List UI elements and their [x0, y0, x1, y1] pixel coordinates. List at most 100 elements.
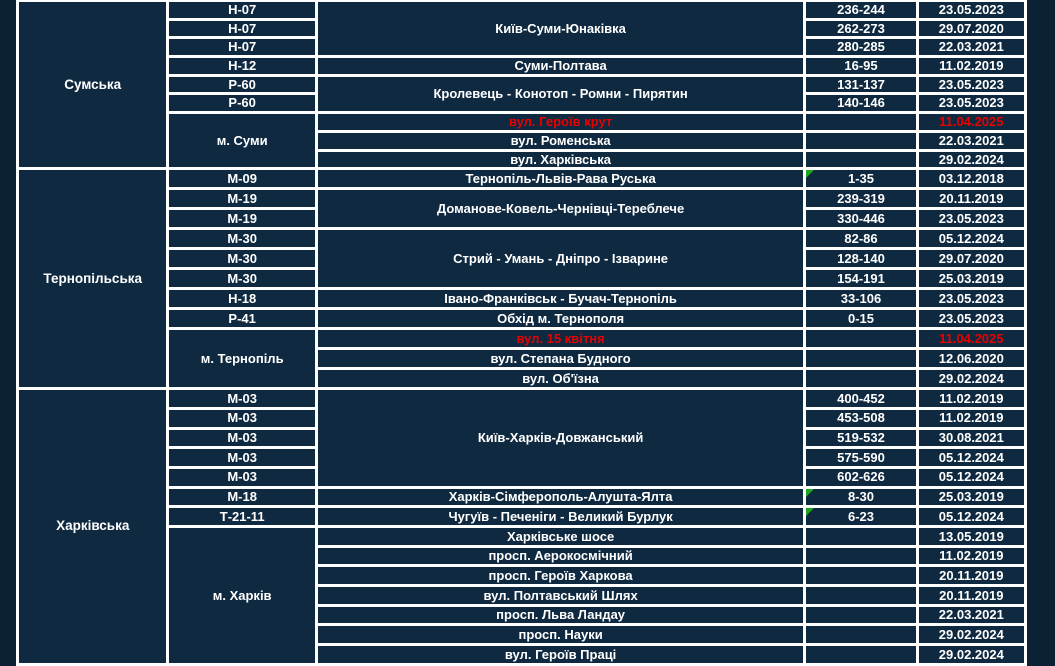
- cell-survey-date[interactable]: 11.04.2025: [915, 111, 1028, 133]
- cell-km-range[interactable]: 453-508: [803, 406, 919, 430]
- cell-survey-date[interactable]: 05.12.2024: [915, 227, 1028, 251]
- cell-road-code[interactable]: Н-12: [166, 55, 318, 77]
- cell-region[interactable]: Сумська: [15, 0, 170, 171]
- cell-road-name[interactable]: Суми-Полтава: [314, 55, 807, 77]
- cell-km-range[interactable]: 330-446: [803, 207, 919, 231]
- cell-road-name[interactable]: Івано-Франківськ - Бучач-Тернопіль: [314, 287, 807, 311]
- cell-road-name[interactable]: Тернопіль-Львів-Рава Руська: [314, 167, 807, 191]
- cell-km-range[interactable]: [803, 643, 919, 666]
- cell-survey-date[interactable]: 29.02.2024: [915, 623, 1028, 647]
- cell-road-name[interactable]: вул. Об'їзна: [314, 367, 807, 391]
- cell-km-range[interactable]: [803, 623, 919, 647]
- cell-survey-date[interactable]: 30.08.2021: [915, 426, 1028, 450]
- cell-road-name[interactable]: Доманове-Ковель-Чернівці-Тереблече: [314, 187, 807, 231]
- cell-km-range[interactable]: 154-191: [803, 267, 919, 291]
- cell-survey-date[interactable]: 22.03.2021: [915, 603, 1028, 627]
- cell-km-range[interactable]: [803, 367, 919, 391]
- cell-road-code[interactable]: М-03: [166, 446, 318, 469]
- cell-road-name[interactable]: вул. Харківська: [314, 148, 807, 171]
- cell-survey-date[interactable]: 05.12.2024: [915, 446, 1028, 469]
- cell-road-code[interactable]: М-19: [166, 187, 318, 211]
- cell-road-name[interactable]: Харківське шосе: [314, 525, 807, 548]
- cell-region[interactable]: Тернопільська: [15, 167, 170, 391]
- cell-road-name[interactable]: Харків-Сімферополь-Алушта-Ялта: [314, 485, 807, 509]
- cell-survey-date[interactable]: 29.07.2020: [915, 17, 1028, 40]
- cell-survey-date[interactable]: 20.11.2019: [915, 564, 1028, 588]
- cell-km-range[interactable]: 262-273: [803, 17, 919, 40]
- cell-road-name[interactable]: Київ-Харків-Довжанський: [314, 387, 807, 489]
- cell-survey-date[interactable]: 25.03.2019: [915, 485, 1028, 509]
- cell-road-code[interactable]: М-09: [166, 167, 318, 191]
- cell-km-range[interactable]: [803, 327, 919, 351]
- cell-road-name[interactable]: просп. Льва Ландау: [314, 603, 807, 627]
- cell-survey-date[interactable]: 11.04.2025: [915, 327, 1028, 351]
- cell-road-code[interactable]: Т-21-11: [166, 505, 318, 528]
- cell-survey-date[interactable]: 11.02.2019: [915, 55, 1028, 77]
- cell-survey-date[interactable]: 23.05.2023: [915, 73, 1028, 96]
- cell-km-range[interactable]: [803, 544, 919, 568]
- cell-survey-date[interactable]: 29.07.2020: [915, 247, 1028, 271]
- cell-road-name[interactable]: Київ-Суми-Юнаківка: [314, 0, 807, 59]
- cell-road-name[interactable]: просп. Аерокосмічний: [314, 544, 807, 568]
- cell-km-range[interactable]: 575-590: [803, 446, 919, 469]
- cell-road-name[interactable]: вул. Степана Будного: [314, 347, 807, 371]
- cell-road-code[interactable]: М-03: [166, 387, 318, 410]
- cell-survey-date[interactable]: 05.12.2024: [915, 505, 1028, 528]
- cell-survey-date[interactable]: 20.11.2019: [915, 584, 1028, 607]
- cell-road-name[interactable]: вул. 15 квітня: [314, 327, 807, 351]
- cell-survey-date[interactable]: 23.05.2023: [915, 207, 1028, 231]
- cell-road-name[interactable]: вул. Героїв Праці: [314, 643, 807, 666]
- cell-survey-date[interactable]: 12.06.2020: [915, 347, 1028, 371]
- cell-road-code[interactable]: М-19: [166, 207, 318, 231]
- cell-km-range[interactable]: [803, 148, 919, 171]
- cell-survey-date[interactable]: 22.03.2021: [915, 36, 1028, 59]
- cell-road-code[interactable]: М-18: [166, 485, 318, 509]
- cell-km-range[interactable]: 6-23: [803, 505, 919, 528]
- cell-road-name[interactable]: вул. Роменська: [314, 129, 807, 152]
- cell-road-code[interactable]: М-03: [166, 426, 318, 450]
- cell-km-range[interactable]: [803, 111, 919, 133]
- cell-survey-date[interactable]: 23.05.2023: [915, 287, 1028, 311]
- cell-survey-date[interactable]: 22.03.2021: [915, 129, 1028, 152]
- cell-road-code[interactable]: М-30: [166, 227, 318, 251]
- cell-km-range[interactable]: 236-244: [803, 0, 919, 21]
- cell-km-range[interactable]: 8-30: [803, 485, 919, 509]
- cell-km-range[interactable]: 280-285: [803, 36, 919, 59]
- cell-survey-date[interactable]: 25.03.2019: [915, 267, 1028, 291]
- cell-survey-date[interactable]: 11.02.2019: [915, 406, 1028, 430]
- cell-survey-date[interactable]: 29.02.2024: [915, 148, 1028, 171]
- cell-road-name[interactable]: просп. Науки: [314, 623, 807, 647]
- cell-road-name[interactable]: Кролевець - Конотоп - Ромни - Пирятин: [314, 73, 807, 115]
- cell-road-code[interactable]: м. Суми: [166, 111, 318, 171]
- cell-km-range[interactable]: 239-319: [803, 187, 919, 211]
- cell-km-range[interactable]: 33-106: [803, 287, 919, 311]
- cell-survey-date[interactable]: 11.02.2019: [915, 387, 1028, 410]
- cell-road-code[interactable]: Н-18: [166, 287, 318, 311]
- cell-road-code[interactable]: Н-07: [166, 17, 318, 40]
- cell-km-range[interactable]: [803, 564, 919, 588]
- cell-survey-date[interactable]: 11.02.2019: [915, 544, 1028, 568]
- cell-survey-date[interactable]: 03.12.2018: [915, 167, 1028, 191]
- cell-km-range[interactable]: 400-452: [803, 387, 919, 410]
- cell-survey-date[interactable]: 29.02.2024: [915, 643, 1028, 666]
- cell-survey-date[interactable]: 23.05.2023: [915, 0, 1028, 21]
- cell-region[interactable]: Харківська: [15, 387, 170, 666]
- cell-road-name[interactable]: Обхід м. Тернополя: [314, 307, 807, 331]
- cell-road-code[interactable]: Р-60: [166, 73, 318, 96]
- cell-km-range[interactable]: [803, 347, 919, 371]
- cell-km-range[interactable]: [803, 525, 919, 548]
- cell-road-code[interactable]: Р-41: [166, 307, 318, 331]
- cell-survey-date[interactable]: 13.05.2019: [915, 525, 1028, 548]
- cell-survey-date[interactable]: 05.12.2024: [915, 465, 1028, 489]
- cell-km-range[interactable]: 131-137: [803, 73, 919, 96]
- cell-km-range[interactable]: 1-35: [803, 167, 919, 191]
- cell-km-range[interactable]: 82-86: [803, 227, 919, 251]
- cell-road-code[interactable]: м. Харків: [166, 525, 318, 666]
- cell-survey-date[interactable]: 20.11.2019: [915, 187, 1028, 211]
- cell-road-name[interactable]: Стрий - Умань - Дніпро - Ізварине: [314, 227, 807, 291]
- cell-km-range[interactable]: 519-532: [803, 426, 919, 450]
- cell-km-range[interactable]: 128-140: [803, 247, 919, 271]
- cell-road-code[interactable]: Н-07: [166, 0, 318, 21]
- cell-road-code[interactable]: М-03: [166, 465, 318, 489]
- cell-km-range[interactable]: [803, 603, 919, 627]
